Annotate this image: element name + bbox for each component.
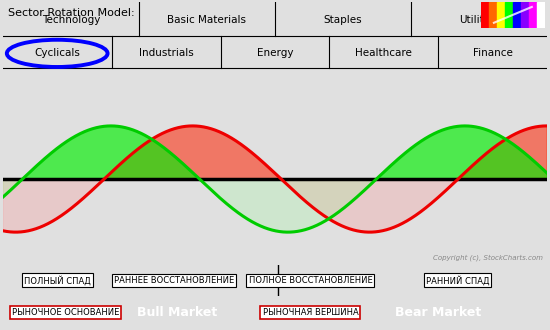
Bar <box>489 2 497 28</box>
Text: РЫНОЧНОЕ ОСНОВАНИЕ: РЫНОЧНОЕ ОСНОВАНИЕ <box>12 308 119 317</box>
Text: Sector Rotation Model:: Sector Rotation Model: <box>8 8 135 18</box>
Bar <box>481 2 489 28</box>
Text: РАННИЙ СПАД: РАННИЙ СПАД <box>426 276 489 285</box>
Bar <box>513 2 521 28</box>
Bar <box>505 2 513 28</box>
Text: Industrials: Industrials <box>139 49 194 58</box>
Bar <box>497 2 505 28</box>
Text: РЫНОЧНАЯ ВЕРШИНА: РЫНОЧНАЯ ВЕРШИНА <box>262 308 358 317</box>
Text: Technology: Technology <box>42 15 100 25</box>
Text: Staples: Staples <box>324 15 362 25</box>
Bar <box>529 2 537 28</box>
Bar <box>521 2 529 28</box>
Text: Bear Market: Bear Market <box>395 306 481 319</box>
Text: Basic Materials: Basic Materials <box>167 15 246 25</box>
Text: Energy: Energy <box>257 49 293 58</box>
Bar <box>537 2 544 28</box>
Text: Healthcare: Healthcare <box>355 49 412 58</box>
Text: Utilities: Utilities <box>459 15 499 25</box>
Text: Finance: Finance <box>473 49 513 58</box>
Text: ПОЛНЫЙ СПАД: ПОЛНЫЙ СПАД <box>24 276 91 285</box>
Text: Copyright (c), StockCharts.com: Copyright (c), StockCharts.com <box>433 255 543 261</box>
Text: Bull Market: Bull Market <box>137 306 217 319</box>
Text: Cyclicals: Cyclicals <box>34 49 80 58</box>
Text: ПОЛНОЕ ВОССТАНОВЛЕНИЕ: ПОЛНОЕ ВОССТАНОВЛЕНИЕ <box>249 276 372 285</box>
Text: РАННЕЕ ВОССТАНОВЛЕНИЕ: РАННЕЕ ВОССТАНОВЛЕНИЕ <box>114 276 234 285</box>
